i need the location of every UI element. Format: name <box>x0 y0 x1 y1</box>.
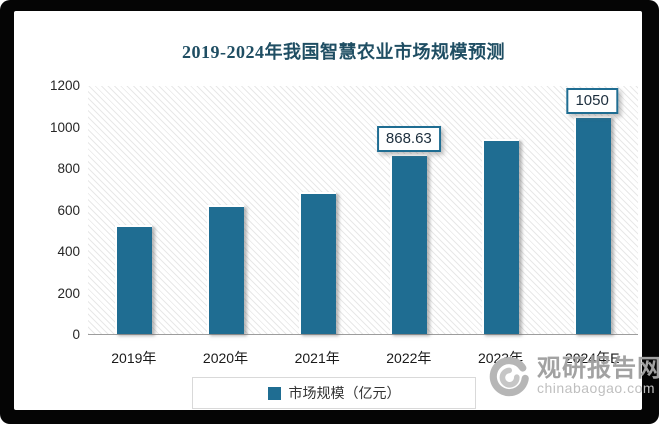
bar-2024年E <box>573 116 611 334</box>
watermark-swirl-logo <box>489 357 529 397</box>
x-label-2020年: 2020年 <box>202 350 249 366</box>
x-label-2024年E: 2024年E <box>564 350 620 366</box>
y-tick-600: 600 <box>57 202 80 218</box>
x-label-2021年: 2021年 <box>294 350 340 366</box>
bar-2023年 <box>482 139 519 334</box>
y-tick-0: 0 <box>72 327 80 342</box>
watermark-text: 观研报告网 chinabaogao.com <box>537 356 659 397</box>
x-label-2019年: 2019年 <box>111 350 157 366</box>
bar-2021年 <box>298 192 336 334</box>
bar-2022年 <box>390 154 428 334</box>
legend-marker-icon <box>267 386 281 400</box>
data-label-2024年E: 1050 <box>566 87 618 114</box>
bar-2020年 <box>207 205 244 334</box>
y-tick-1000: 1000 <box>49 119 80 135</box>
data-label-2022年: 868.63 <box>376 125 441 152</box>
y-tick-1200: 1200 <box>49 78 80 93</box>
chart-title: 2019-2024年我国智慧农业市场规模预测 <box>182 42 505 62</box>
chart-canvas: 2019-2024年我国智慧农业市场规模预测 868.63 1050 0 200 40… <box>14 11 659 410</box>
legend-label: 市场规模（亿元） <box>288 385 401 401</box>
legend: 市场规模（亿元） <box>192 377 476 409</box>
watermark: 观研报告网 chinabaogao.com <box>486 347 659 405</box>
y-tick-200: 200 <box>57 285 80 301</box>
watermark-url: chinabaogao.com <box>537 379 656 396</box>
y-tick-400: 400 <box>57 244 80 259</box>
x-label-2022年: 2022年 <box>386 350 432 366</box>
y-tick-800: 800 <box>57 161 80 176</box>
bar-2019年 <box>115 225 153 334</box>
x-axis: 2019年 2020年 2021年 2022年 2023年 2024年E <box>88 348 638 368</box>
watermark-name: 观研报告网 <box>537 354 659 382</box>
plot-area: 868.63 1050 <box>88 86 638 335</box>
